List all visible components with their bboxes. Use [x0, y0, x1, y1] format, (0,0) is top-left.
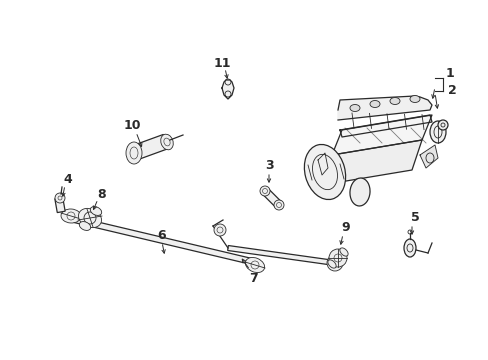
Text: 4: 4 — [63, 172, 72, 185]
Polygon shape — [337, 96, 431, 120]
Ellipse shape — [273, 200, 284, 210]
Ellipse shape — [429, 121, 445, 143]
Bar — [127, 134, 168, 162]
Ellipse shape — [90, 207, 102, 215]
Ellipse shape — [339, 248, 347, 256]
Text: 7: 7 — [248, 271, 257, 284]
Bar — [262, 189, 281, 207]
Polygon shape — [419, 145, 437, 168]
Bar — [55, 197, 65, 213]
Ellipse shape — [126, 142, 142, 164]
Ellipse shape — [403, 239, 415, 257]
Text: 1: 1 — [445, 67, 453, 80]
Text: 2: 2 — [447, 84, 455, 96]
Ellipse shape — [78, 208, 102, 228]
Polygon shape — [339, 115, 431, 137]
Ellipse shape — [389, 98, 399, 104]
Ellipse shape — [61, 209, 81, 223]
Text: 5: 5 — [410, 211, 419, 224]
Ellipse shape — [245, 257, 264, 273]
Ellipse shape — [55, 193, 65, 203]
Ellipse shape — [349, 104, 359, 112]
Bar — [227, 246, 335, 265]
Ellipse shape — [369, 100, 379, 108]
Ellipse shape — [214, 224, 225, 236]
Polygon shape — [331, 115, 431, 155]
Text: 9: 9 — [341, 220, 349, 234]
Polygon shape — [222, 80, 234, 99]
Text: 6: 6 — [157, 229, 166, 242]
Ellipse shape — [79, 221, 90, 230]
Text: 8: 8 — [98, 188, 106, 201]
Ellipse shape — [161, 134, 173, 150]
Ellipse shape — [437, 120, 447, 130]
Ellipse shape — [326, 255, 342, 271]
Polygon shape — [317, 153, 327, 175]
Ellipse shape — [349, 178, 369, 206]
Ellipse shape — [304, 144, 345, 199]
Text: 10: 10 — [123, 118, 141, 131]
Ellipse shape — [327, 260, 335, 268]
Bar — [67, 215, 258, 266]
Text: 11: 11 — [213, 57, 230, 69]
Ellipse shape — [409, 95, 419, 103]
Ellipse shape — [260, 186, 269, 196]
Text: 3: 3 — [264, 158, 273, 171]
Polygon shape — [321, 140, 421, 185]
Ellipse shape — [328, 249, 346, 267]
